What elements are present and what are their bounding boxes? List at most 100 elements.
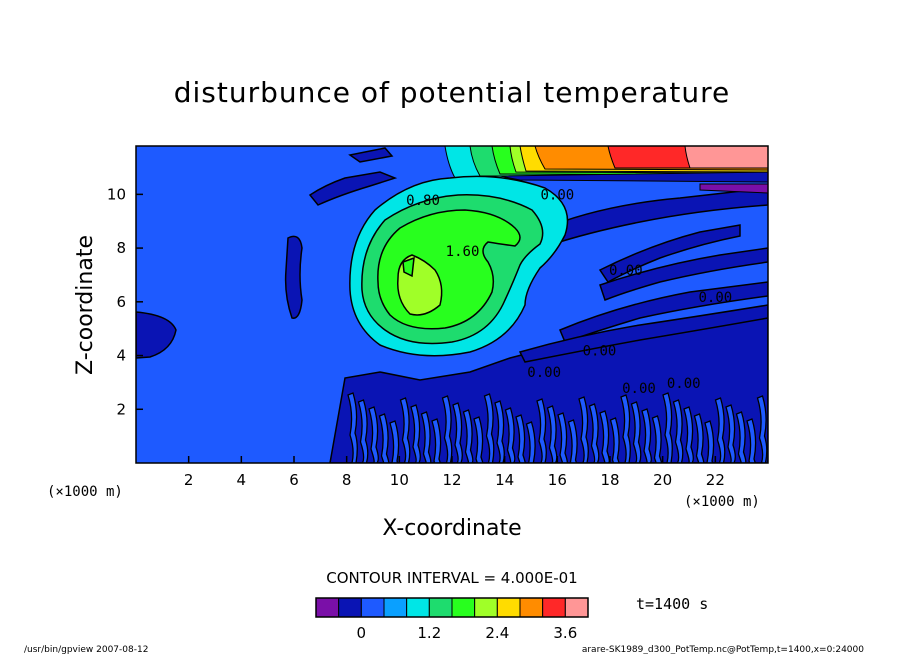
stripe-cell — [578, 396, 589, 463]
stripe-cell — [525, 421, 536, 463]
top-strip-plume — [444, 146, 768, 194]
footer-right: arare-SK1989_d300_PotTemp.nc@PotTemp,t=1… — [582, 645, 864, 654]
contour-label: 0.00 — [667, 376, 701, 392]
stripe-cell — [620, 394, 631, 463]
plot-area: 0.80 1.60 0.00 0.00 0.00 0.00 0.00 0.00 0.00 — [135, 145, 769, 464]
colorbar-swatch — [383, 597, 408, 618]
footer-left: /usr/bin/gpview 2007-08-12 — [24, 645, 148, 654]
stripe-cell — [483, 393, 495, 463]
stripe-cell — [420, 411, 432, 463]
stripe-cell — [494, 400, 505, 463]
stripe-cell — [683, 406, 694, 463]
stripe-cell — [431, 418, 442, 463]
x-tick-label: 2 — [184, 471, 194, 489]
contour-label: 1.60 — [446, 244, 480, 260]
colorbar-tick-labels: 0 1.2 2.4 3.6 — [357, 624, 578, 642]
stripe-cell — [389, 420, 400, 463]
stripe-cell — [704, 420, 715, 463]
stripe-cell — [357, 399, 369, 463]
lower-stripe-highlights — [347, 392, 768, 463]
colorbar-swatch — [428, 597, 453, 618]
stripe-cell — [588, 403, 600, 463]
x-tick-label: 14 — [495, 471, 514, 489]
stripe-cell — [662, 392, 673, 463]
x-tick-label: 22 — [706, 471, 725, 489]
x-tick-label: 6 — [289, 471, 299, 489]
colorbar-swatch — [542, 597, 566, 618]
colorbar-swatch — [338, 597, 362, 618]
y-tick-label: 6 — [116, 293, 126, 311]
stripe-cell — [546, 405, 558, 463]
colorbar-swatch — [360, 597, 385, 618]
contour-interval: CONTOUR INTERVAL = 4.000E-01 — [326, 569, 577, 587]
left-small-cells — [136, 147, 398, 359]
contour-label: 0.00 — [527, 365, 561, 381]
y-axis: 2 4 6 8 10 — [107, 185, 143, 418]
stripe-cell — [368, 406, 379, 463]
stripe-cell — [672, 399, 684, 463]
x-axis: 2 4 6 8 10 12 14 16 18 20 22 — [184, 456, 725, 489]
stripe-cell — [441, 395, 453, 463]
stripe-cell — [473, 416, 484, 463]
stripe-cell — [746, 418, 757, 463]
stripe-cell — [347, 392, 358, 463]
colorbar-tick-label: 2.4 — [485, 624, 509, 642]
contour-label: 0.00 — [583, 344, 617, 360]
x-tick-label: 4 — [237, 471, 247, 489]
contour-label: 0.00 — [698, 290, 732, 306]
stripe-cell — [630, 401, 642, 463]
contour-label: 0.00 — [609, 263, 643, 279]
x-tick-label: 10 — [390, 471, 409, 489]
stripe-cell — [410, 404, 421, 463]
y-tick-label: 8 — [116, 239, 126, 257]
colorbar-swatch — [451, 597, 476, 618]
upper-right-striations — [518, 187, 768, 363]
colorbar-tick-label: 3.6 — [553, 624, 577, 642]
contour-labels: 0.80 1.60 0.00 0.00 0.00 0.00 0.00 0.00 0.00 — [406, 188, 732, 397]
stripe-cell — [536, 398, 547, 463]
stripe-cell — [452, 402, 463, 463]
stripe-cell — [399, 397, 411, 463]
x-tick-label: 18 — [600, 471, 619, 489]
colorbar-tick-label: 1.2 — [417, 624, 441, 642]
stripe-cell — [378, 413, 390, 463]
y-tick-label: 2 — [116, 400, 126, 418]
stripe-cell — [462, 409, 474, 463]
contour-label: 0.00 — [540, 188, 574, 204]
colorbar-swatch — [315, 597, 340, 618]
x-unit-left: (×1000 m) — [47, 484, 123, 500]
colorbar-swatch — [496, 597, 521, 618]
x-tick-label: 8 — [342, 471, 352, 489]
stripe-cell — [599, 410, 610, 463]
y-axis-label: Z-coordinate — [73, 235, 98, 375]
colorbar-swatch — [406, 597, 430, 618]
stripe-cell — [557, 412, 568, 463]
colorbar-swatch — [519, 597, 544, 618]
x-axis-label: X-coordinate — [382, 516, 521, 541]
chart-title: disturbunce of potential temperature — [174, 76, 731, 109]
x-unit-right: (×1000 m) — [684, 494, 760, 510]
stripe-cell — [515, 414, 526, 463]
stripe-cell — [714, 397, 726, 463]
colorbar-tick-label: 0 — [357, 624, 367, 642]
colorbar — [315, 597, 589, 618]
stripe-cell — [651, 415, 663, 463]
stripe-cell — [504, 407, 516, 463]
contour-label: 0.00 — [622, 381, 656, 397]
stripe-cell — [567, 419, 578, 463]
y-tick-label: 4 — [116, 347, 126, 365]
y-tick-label: 10 — [107, 185, 126, 203]
time-label: t=1400 s — [636, 595, 708, 613]
colorbar-swatch — [564, 597, 589, 618]
warm-bubble — [349, 175, 569, 357]
stripe-cell — [641, 408, 652, 463]
x-tick-label: 12 — [442, 471, 461, 489]
contour-label: 0.80 — [406, 193, 440, 209]
stripe-cell — [725, 404, 736, 463]
colorbar-swatch — [474, 597, 498, 618]
x-tick-label: 20 — [653, 471, 672, 489]
x-tick-label: 16 — [548, 471, 567, 489]
stripe-cell — [735, 411, 747, 463]
stripe-cell — [693, 413, 705, 463]
